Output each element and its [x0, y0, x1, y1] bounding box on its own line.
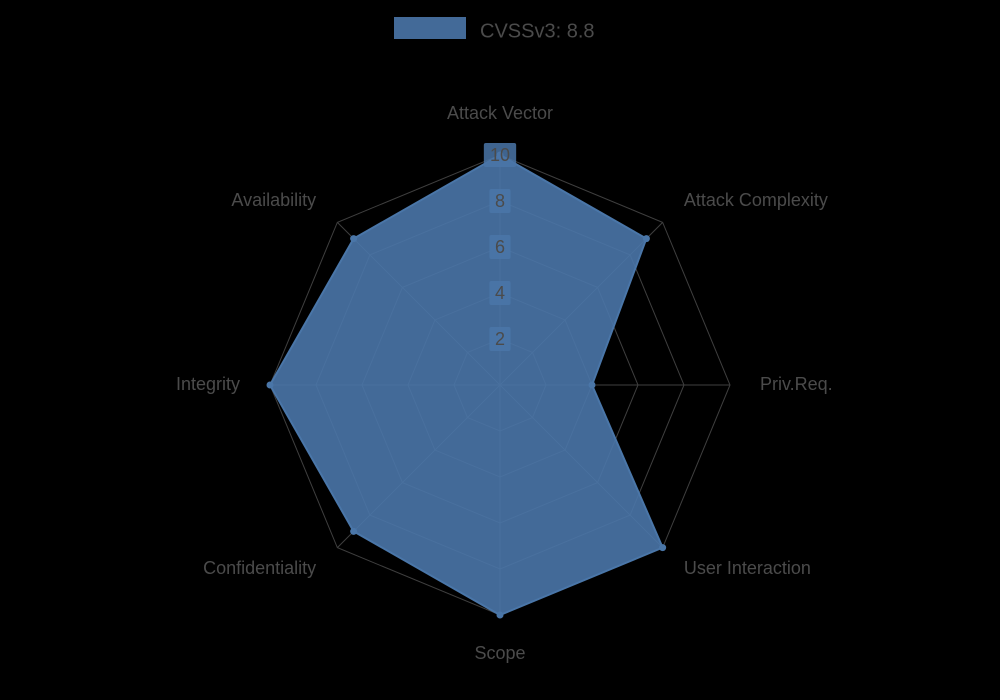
tick-label: 2 — [495, 329, 505, 349]
axis-label: Attack Vector — [447, 103, 553, 123]
radar-marker — [497, 612, 504, 619]
legend-label: CVSSv3: 8.8 — [480, 20, 595, 42]
cvss-radar-chart: 2 4 6 8 10 Attack Vector Attack Complexity Priv… — [0, 0, 1000, 700]
radar-marker — [659, 544, 666, 551]
tick-label: 4 — [495, 283, 505, 303]
axis-label: Confidentiality — [203, 558, 316, 578]
radar-marker — [350, 235, 357, 242]
legend-swatch — [394, 17, 466, 39]
axis-label: Availability — [231, 190, 316, 210]
radar-marker — [267, 382, 274, 389]
tick-label: 8 — [495, 191, 505, 211]
axis-label: Attack Complexity — [684, 190, 828, 210]
legend: CVSSv3: 8.8 — [394, 17, 595, 42]
axis-label: Integrity — [176, 374, 240, 394]
radar-marker — [350, 528, 357, 535]
radar-marker — [589, 382, 596, 389]
axis-label: User Interaction — [684, 558, 811, 578]
tick-label: 10 — [490, 145, 510, 165]
tick-label: 6 — [495, 237, 505, 257]
axis-label: Scope — [474, 643, 525, 663]
axis-label: Priv.Req. — [760, 374, 833, 394]
radar-marker — [643, 235, 650, 242]
